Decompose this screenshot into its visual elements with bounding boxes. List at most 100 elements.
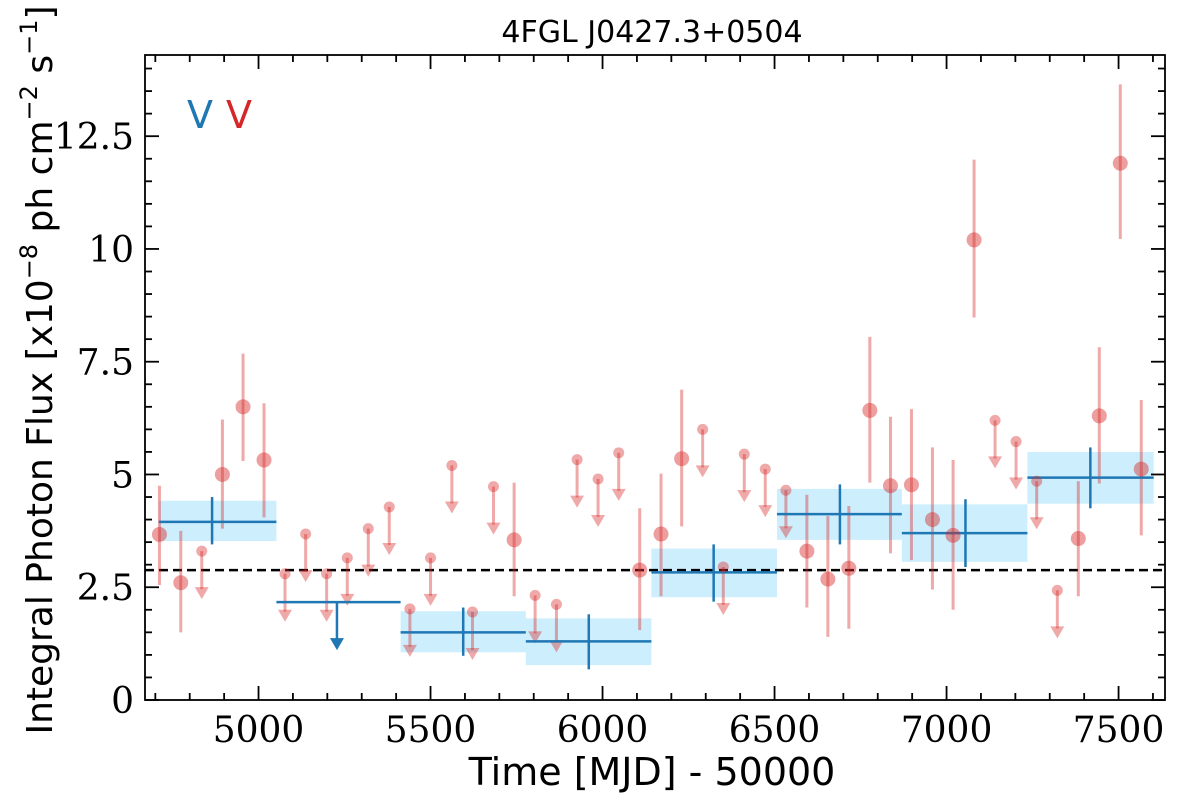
red-point-47 — [1133, 461, 1149, 477]
red-uplim-point-6 — [279, 568, 291, 580]
red-uplim-arrow-27 — [716, 602, 731, 615]
red-uplim-point-18 — [529, 589, 541, 601]
red-point-17 — [506, 532, 522, 548]
red-uplim-arrow-14 — [444, 501, 459, 514]
red-uplim-arrow-26 — [695, 465, 710, 478]
x-tick-label-7500: 7500 — [1073, 710, 1165, 751]
red-point-32 — [820, 571, 836, 587]
red-uplim-point-20 — [571, 454, 583, 466]
red-uplim-arrow-21 — [591, 514, 606, 527]
y-tick-labels: 0 2.5 5 7.5 10 12.5 — [54, 117, 134, 722]
blue-bin-bands — [158, 451, 1154, 666]
red-uplim-arrow-29 — [758, 505, 773, 518]
red-uplim-arrow-20 — [570, 495, 585, 508]
y-axis-label: Integral Photon Flux [x10−8 ph cm−2 s−1] — [15, 5, 61, 734]
y-tick-label-5: 5 — [111, 455, 134, 496]
x-tick-label-6000: 6000 — [557, 710, 649, 751]
y-label-part2: ph cm — [20, 120, 61, 243]
y-label-exp1: −8 — [15, 244, 43, 279]
y-label-exp3: −1 — [15, 20, 43, 55]
red-uplim-point-10 — [362, 523, 374, 535]
red-point-46 — [1112, 155, 1128, 171]
y-tick-label-12.5: 12.5 — [54, 117, 134, 158]
red-point-1 — [173, 575, 189, 591]
red-uplim-arrow-30 — [778, 526, 793, 539]
svg-text:Integral Photon Flux [x10−8 ph: Integral Photon Flux [x10−8 ph cm−2 s−1] — [15, 5, 61, 734]
red-point-34 — [862, 402, 878, 418]
red-point-3 — [214, 466, 230, 482]
y-tick-label-0: 0 — [111, 681, 134, 722]
y-tick-label-2.5: 2.5 — [77, 568, 134, 609]
red-uplim-arrow-41 — [1009, 477, 1024, 490]
red-uplim-arrow-11 — [382, 542, 397, 555]
red-uplim-arrow-18 — [528, 631, 543, 644]
plot-frame — [144, 54, 1166, 701]
red-uplim-arrow-19 — [549, 640, 564, 653]
red-uplim-point-41 — [1010, 436, 1022, 448]
blue-bin-marks — [158, 447, 1154, 670]
red-uplim-point-43 — [1051, 584, 1063, 596]
red-point-37 — [924, 512, 940, 528]
x-tick-label-5000: 5000 — [213, 710, 305, 751]
red-uplim-arrow-40 — [988, 456, 1003, 469]
red-uplim-arrow-10 — [361, 564, 376, 577]
red-uplim-point-29 — [759, 463, 771, 475]
red-point-25 — [674, 451, 690, 467]
red-uplim-arrow-2 — [194, 587, 209, 600]
x-tick-labels: 5000 5500 6000 6500 7000 7500 — [213, 710, 1165, 751]
red-uplim-arrow-8 — [319, 609, 334, 622]
red-point-38 — [945, 527, 961, 543]
red-point-36 — [903, 477, 919, 493]
red-uplim-point-21 — [592, 473, 604, 485]
red-point-44 — [1070, 531, 1086, 547]
red-uplim-point-13 — [425, 552, 437, 564]
red-uplim-point-28 — [738, 448, 750, 460]
red-uplim-point-15 — [467, 606, 479, 618]
x-axis-label: Time [MJD] - 50000 — [468, 750, 836, 794]
red-uplim-arrow-28 — [737, 490, 752, 503]
red-point-39 — [966, 232, 982, 248]
y-label-part3: s — [20, 55, 61, 85]
y-tick-label-10: 10 — [88, 230, 134, 271]
red-uplim-point-42 — [1031, 475, 1043, 487]
red-point-31 — [799, 543, 815, 559]
red-point-33 — [841, 560, 857, 576]
red-uplim-point-26 — [697, 423, 709, 435]
red-uplim-arrow-16 — [486, 522, 501, 535]
red-uplim-arrow-22 — [611, 488, 626, 501]
red-uplim-arrow-9 — [340, 593, 355, 606]
red-error-bars — [157, 84, 1143, 661]
red-point-45 — [1091, 408, 1107, 424]
red-point-4 — [235, 399, 251, 415]
red-point-24 — [653, 526, 669, 542]
blue-uplim-arrow-1 — [329, 638, 344, 651]
y-tick-label-7.5: 7.5 — [77, 343, 134, 384]
red-uplim-point-8 — [321, 568, 333, 580]
red-uplim-arrow-13 — [423, 593, 438, 606]
red-uplim-point-40 — [989, 414, 1001, 426]
red-point-35 — [882, 478, 898, 494]
red-point-5 — [256, 452, 272, 468]
legend-label-blue: V — [187, 93, 213, 137]
x-tick-label-7000: 7000 — [901, 710, 993, 751]
red-uplim-point-30 — [780, 484, 792, 496]
axis-ticks — [145, 55, 1165, 701]
red-uplim-arrow-6 — [278, 609, 293, 622]
red-uplim-point-11 — [383, 501, 395, 513]
red-uplim-arrow-12 — [402, 644, 417, 657]
red-uplim-point-14 — [446, 459, 458, 471]
red-point-0 — [151, 526, 167, 542]
red-uplim-arrow-15 — [465, 648, 480, 661]
legend-label-red: V — [226, 93, 252, 137]
y-label-part1: Integral Photon Flux [x10 — [20, 279, 61, 734]
x-tick-label-5500: 5500 — [385, 710, 477, 751]
red-uplim-point-2 — [196, 545, 208, 557]
x-tick-label-6500: 6500 — [729, 710, 821, 751]
red-uplim-point-19 — [550, 598, 562, 610]
red-points — [151, 155, 1149, 618]
red-uplim-arrow-43 — [1050, 626, 1065, 639]
red-uplim-point-16 — [487, 481, 499, 493]
y-label-part4: ] — [20, 5, 61, 19]
red-uplim-arrow-42 — [1029, 517, 1044, 530]
